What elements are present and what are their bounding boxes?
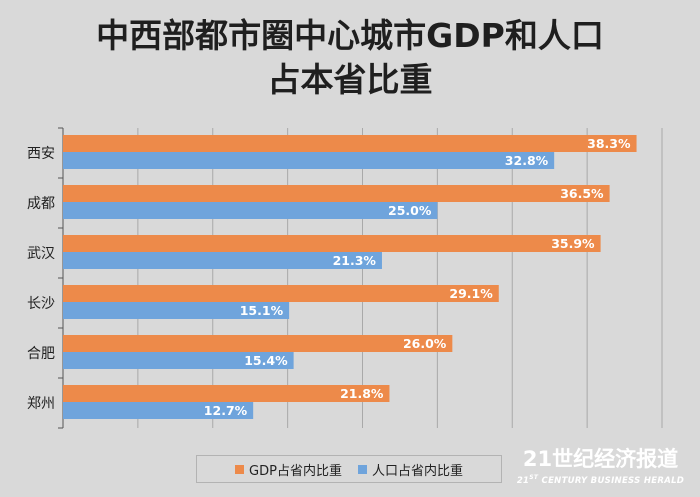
chart-title: 中西部都市圈中心城市GDP和人口 占本省比重 <box>0 14 700 102</box>
watermark-sub-prefix: 21 <box>516 475 530 486</box>
bar <box>63 185 610 202</box>
bar <box>63 385 390 402</box>
data-label: 21.3% <box>333 253 377 268</box>
category-label: 西安 <box>27 146 55 162</box>
legend-item-gdp: GDP占省内比重 <box>235 460 342 479</box>
watermark-sub-sup: ST <box>529 474 539 481</box>
legend-label-population: 人口占省内比重 <box>371 463 463 479</box>
bar <box>63 285 499 302</box>
data-label: 29.1% <box>449 286 493 301</box>
legend-label-gdp: GDP占省内比重 <box>249 463 342 479</box>
bar <box>63 152 555 169</box>
data-label: 25.0% <box>388 203 432 218</box>
watermark-main: 21世纪经济报道 <box>522 447 679 471</box>
data-label: 36.5% <box>560 186 604 201</box>
data-label: 38.3% <box>587 136 631 151</box>
bar <box>63 402 254 419</box>
data-label: 15.1% <box>240 303 284 318</box>
watermark-sub-rest: CENTURY BUSINESS HERALD <box>538 475 685 486</box>
data-label: 26.0% <box>403 336 447 351</box>
legend: GDP占省内比重 人口占省内比重 <box>196 455 502 483</box>
bar <box>63 302 290 319</box>
bar <box>63 352 294 369</box>
watermark-logo: 21世纪经济报道 21ST CENTURY BUSINESS HERALD <box>508 446 693 487</box>
bar <box>63 252 382 269</box>
legend-item-population: 人口占省内比重 <box>357 460 463 479</box>
data-label: 21.8% <box>340 386 384 401</box>
bar <box>63 235 601 252</box>
chart-title-line1: 中西部都市圈中心城市GDP和人口 <box>96 16 604 55</box>
legend-swatch-gdp <box>235 464 245 474</box>
category-label: 长沙 <box>27 296 55 312</box>
category-label: 武汉 <box>27 246 55 262</box>
bar <box>63 335 453 352</box>
bar <box>63 202 438 219</box>
legend-swatch-population <box>357 464 367 474</box>
watermark-sub: 21ST CENTURY BUSINESS HERALD <box>508 472 693 487</box>
data-label: 12.7% <box>204 403 248 418</box>
data-label: 32.8% <box>505 153 549 168</box>
category-label: 郑州 <box>27 396 55 412</box>
category-label: 成都 <box>27 196 55 212</box>
category-label: 合肥 <box>27 346 55 362</box>
chart-title-line2: 占本省比重 <box>267 60 433 99</box>
bar <box>63 135 637 152</box>
data-label: 35.9% <box>551 236 595 251</box>
data-label: 15.4% <box>244 353 288 368</box>
